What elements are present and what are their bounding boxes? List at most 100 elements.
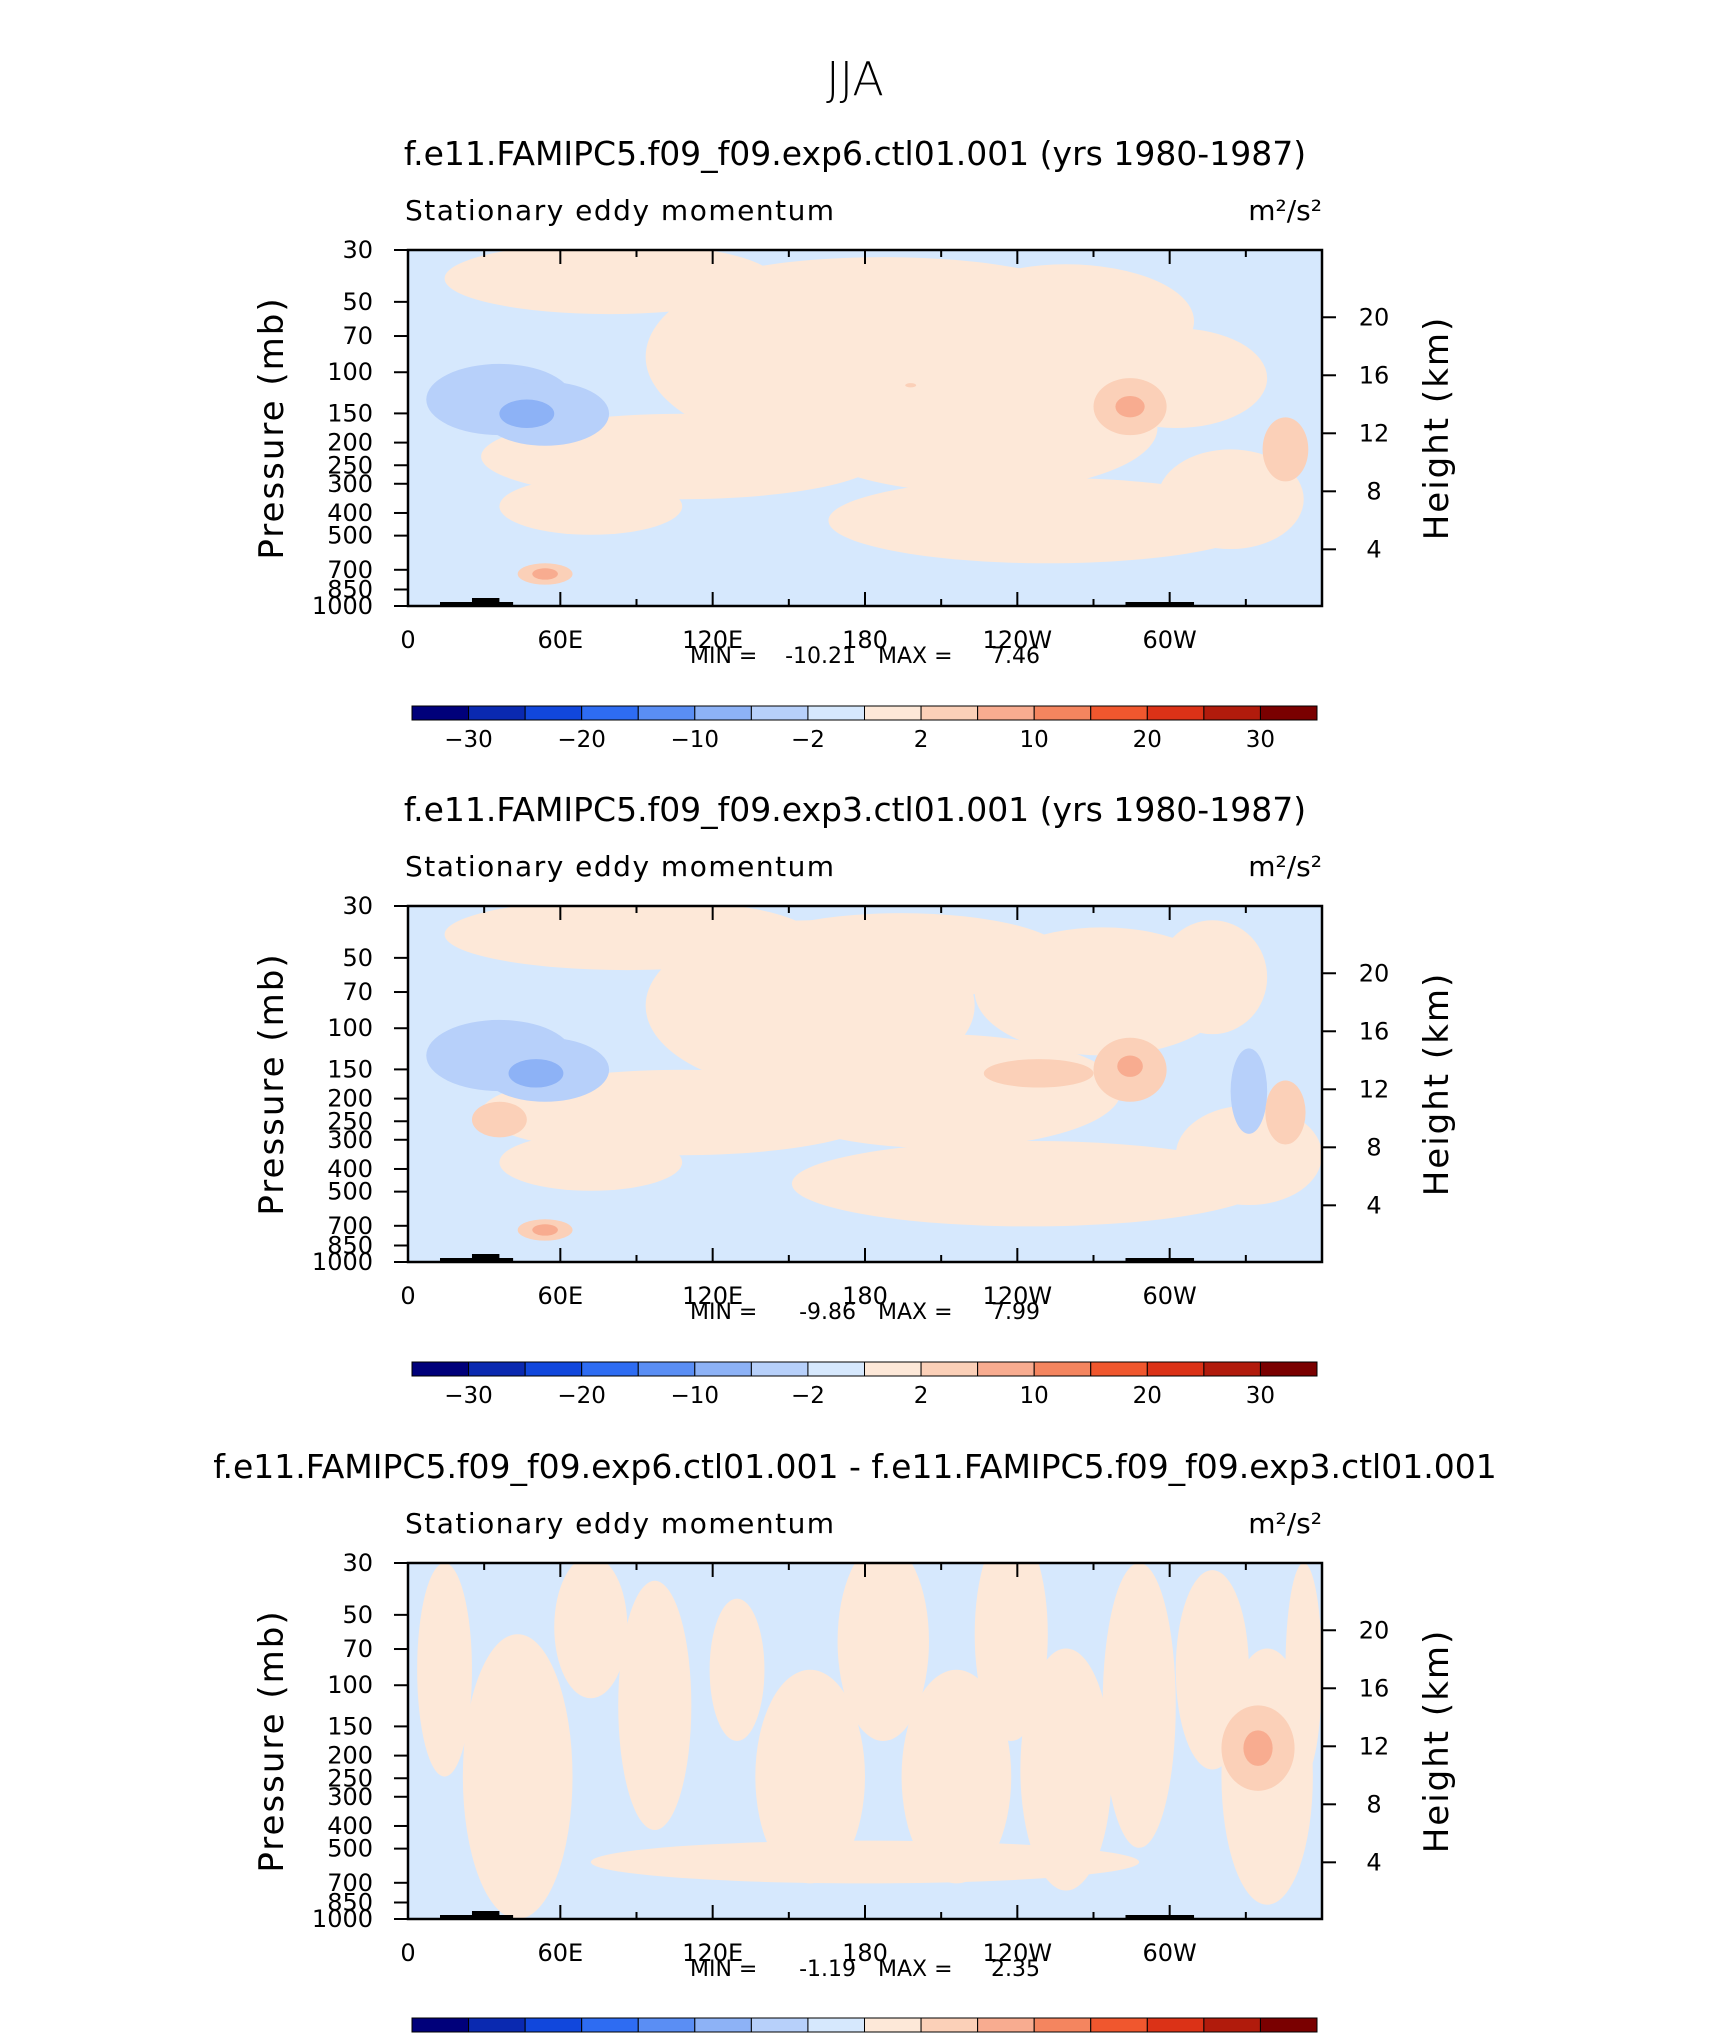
variable-label: Stationary eddy momentum <box>405 1507 836 1540</box>
y-tick-label: 1000 <box>312 1248 373 1276</box>
y-tick-label: 50 <box>342 944 373 972</box>
x-tick-label: 180 <box>842 626 888 654</box>
colorbar-box <box>807 2017 865 2033</box>
colorbar-box <box>694 2017 752 2033</box>
colorbar-label: 2 <box>914 727 929 753</box>
y-right-axis-title: Height (km) <box>1417 1629 1457 1854</box>
contour-region <box>901 1669 1012 1884</box>
max-value: 7.46 <box>991 644 1040 669</box>
y-tick-label: 250 <box>327 1107 373 1135</box>
y-right-axis-title: Height (km) <box>1417 316 1457 541</box>
colorbar-label: −20 <box>557 727 606 753</box>
y-tick-label: 100 <box>327 1014 373 1042</box>
colorbar-label: 20 <box>1133 1383 1162 1409</box>
colorbar-box <box>1033 2017 1092 2033</box>
x-tick-label: 0 <box>400 1939 415 1967</box>
colorbar-label: −20 <box>557 1383 606 1409</box>
colorbar-label: 20 <box>1133 727 1162 753</box>
contour-region <box>1265 1080 1306 1145</box>
y-tick-label: 30 <box>342 236 373 264</box>
colorbar-box <box>1259 705 1318 721</box>
colorbar-box <box>468 1361 526 1377</box>
colorbar-label: −2 <box>791 1383 825 1409</box>
contour-region <box>755 1669 865 1884</box>
colorbar-box <box>637 2017 696 2033</box>
y-tick-right-label: 4 <box>1366 535 1381 563</box>
topography-mask <box>1125 1258 1195 1262</box>
colorbar-box <box>920 705 979 721</box>
contour-region <box>1020 1648 1112 1891</box>
min-label: MIN = <box>690 1300 757 1325</box>
colorbar-box <box>1090 1361 1148 1377</box>
x-tick-label: 120W <box>983 1939 1053 1967</box>
colorbar-box <box>807 1361 865 1377</box>
chart-panel-2: f.e11.FAMIPC5.f09_f09.exp3.ctl01.001 (yr… <box>252 790 1457 1409</box>
contour-region <box>499 1133 683 1191</box>
y-tick-label: 700 <box>327 1869 373 1897</box>
min-value: -1.19 <box>799 1957 856 1982</box>
colorbar-label: 30 <box>1246 1383 1275 1409</box>
x-tick-label: 180 <box>842 1939 888 1967</box>
min-label: MIN = <box>690 644 757 669</box>
contour-region <box>709 1598 765 1742</box>
x-tick-label: 120E <box>682 1939 743 1967</box>
y-tick-right-label: 20 <box>1359 1616 1390 1644</box>
contour-region <box>590 1840 1140 1884</box>
y-tick-label: 500 <box>327 1178 373 1206</box>
topography-mask <box>471 1254 500 1262</box>
y-tick-label: 70 <box>342 978 373 1006</box>
colorbar-box <box>1146 1361 1205 1377</box>
x-tick-label: 120E <box>682 626 743 654</box>
y-tick-right-label: 16 <box>1359 1017 1390 1045</box>
y-tick-right-label: 16 <box>1359 361 1390 389</box>
colorbar-box <box>694 705 752 721</box>
y-tick-label: 100 <box>327 358 373 386</box>
y-tick-label: 100 <box>327 1671 373 1699</box>
y-tick-label: 150 <box>327 1055 373 1083</box>
colorbar-label: −2 <box>791 727 825 753</box>
contour-region <box>471 1101 527 1138</box>
colorbar-box <box>1033 705 1092 721</box>
y-tick-label: 400 <box>327 1812 373 1840</box>
colorbar-box <box>411 2017 470 2033</box>
colorbar-box <box>468 2017 526 2033</box>
y-tick-label: 300 <box>327 1126 373 1154</box>
max-value: 7.99 <box>991 1300 1040 1325</box>
y-tick-label: 400 <box>327 499 373 527</box>
colorbar-label: −30 <box>444 1383 493 1409</box>
y-tick-right-label: 8 <box>1366 1790 1381 1818</box>
contour-field <box>408 1563 1322 1919</box>
colorbar-label: 10 <box>1020 1383 1049 1409</box>
colorbar-box <box>1203 705 1261 721</box>
colorbar: −10−8−6−4−3−2−1012346810 <box>411 2017 1318 2033</box>
y-axis-title: Pressure (mb) <box>252 952 292 1215</box>
y-tick-label: 200 <box>327 429 373 457</box>
min-label: MIN = <box>690 1957 757 1982</box>
y-tick-label: 150 <box>327 1712 373 1740</box>
y-tick-label: 50 <box>342 288 373 316</box>
x-tick-label: 60E <box>537 626 583 654</box>
units-label: m²/s² <box>1248 850 1322 883</box>
colorbar-label: −10 <box>671 1383 720 1409</box>
contour-region <box>905 383 917 388</box>
topography-mask <box>1125 1915 1195 1919</box>
chart-panel-1: f.e11.FAMIPC5.f09_f09.exp6.ctl01.001 (yr… <box>252 134 1457 753</box>
colorbar-box <box>637 705 696 721</box>
y-tick-label: 500 <box>327 1835 373 1863</box>
variable-label: Stationary eddy momentum <box>405 850 836 883</box>
season-title: JJA <box>826 52 884 106</box>
colorbar-box <box>750 2017 809 2033</box>
contour-region <box>499 399 555 429</box>
colorbar-box <box>1259 1361 1318 1377</box>
colorbar-box <box>581 705 639 721</box>
contour-region <box>983 1059 1094 1088</box>
contour-region <box>1243 1730 1273 1766</box>
y-tick-label: 850 <box>327 1889 373 1917</box>
colorbar-box <box>920 1361 979 1377</box>
colorbar-label: −30 <box>444 727 493 753</box>
y-tick-right-label: 12 <box>1359 1075 1390 1103</box>
colorbar-box <box>1146 705 1205 721</box>
colorbar-box <box>1259 2017 1318 2033</box>
y-tick-label: 300 <box>327 470 373 498</box>
topography-mask <box>1125 602 1195 606</box>
